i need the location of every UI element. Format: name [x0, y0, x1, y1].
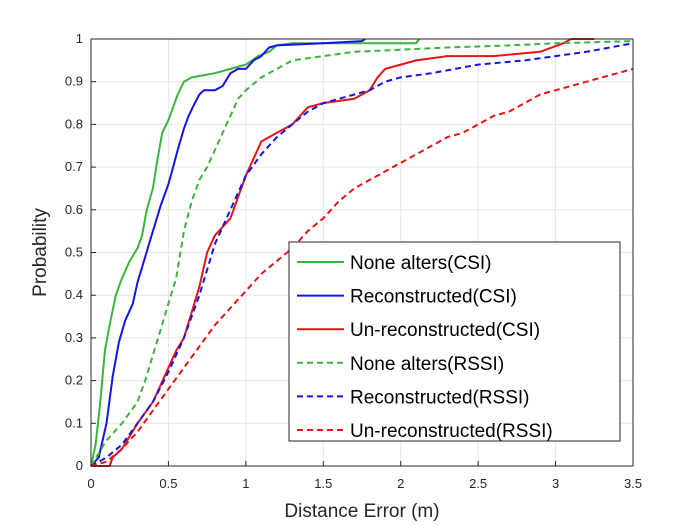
- x-tick-label: 3: [552, 476, 559, 491]
- axis-ticks: 0 0.5 1 1.5 2 2.5 3 3.5 0 0.1 0.2 0.3 0.4 0.5 0.6 0.7 0.…: [65, 31, 642, 491]
- y-tick-label: 0.3: [65, 330, 83, 345]
- y-tick-label: 0: [76, 458, 83, 473]
- x-axis-label: Distance Error (m): [284, 501, 439, 522]
- legend-label: None alters(RSSI): [350, 354, 504, 375]
- y-tick-label: 0.4: [65, 287, 83, 302]
- series-line: [90, 40, 634, 467]
- y-tick-label: 0.7: [65, 159, 83, 174]
- series-line: [90, 38, 366, 467]
- legend: None alters(CSI) Reconstructed(CSI) Un-rec…: [288, 241, 621, 442]
- legend-label: Reconstructed(CSI): [350, 287, 517, 308]
- legend-label: Reconstructed(RSSI): [350, 387, 530, 408]
- x-tick-label: 0.5: [159, 476, 177, 491]
- x-tick-label: 2: [397, 476, 404, 491]
- x-tick-label: 3.5: [624, 476, 642, 491]
- legend-label: Un-reconstructed(RSSI): [350, 421, 553, 442]
- series-layer: [90, 38, 634, 467]
- series-line: [90, 42, 634, 467]
- legend-box: [288, 241, 621, 442]
- x-tick-label: 2.5: [469, 476, 487, 491]
- series-line: [90, 38, 421, 467]
- series-line: [90, 67, 634, 467]
- legend-label: Un-reconstructed(CSI): [350, 320, 540, 341]
- x-tick-label: 1: [242, 476, 249, 491]
- x-tick-label: 0: [87, 476, 94, 491]
- y-tick-label: 0.5: [65, 245, 83, 260]
- y-tick-label: 0.6: [65, 202, 83, 217]
- y-axis-label: Probability: [30, 208, 51, 297]
- y-tick-label: 0.2: [65, 373, 83, 388]
- x-tick-label: 1.5: [314, 476, 332, 491]
- y-tick-label: 0.1: [65, 415, 83, 430]
- y-tick-label: 1: [76, 31, 83, 46]
- y-tick-label: 0.8: [65, 116, 83, 131]
- legend-label: None alters(CSI): [350, 253, 492, 274]
- y-tick-label: 0.9: [65, 74, 83, 89]
